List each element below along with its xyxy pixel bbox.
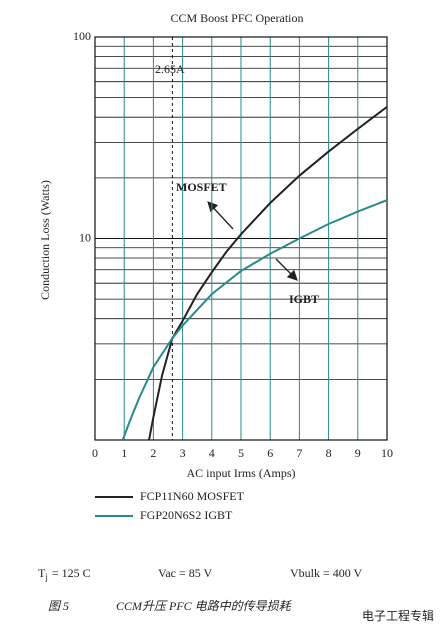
x-tick-label: 0 — [92, 446, 98, 460]
x-tick-label: 6 — [267, 446, 273, 460]
condition-tj: Tj = 125 C — [38, 566, 91, 582]
series-line — [121, 199, 388, 441]
x-tick-label: 4 — [209, 446, 215, 460]
x-tick-label: 7 — [296, 446, 302, 460]
x-tick-label: 5 — [238, 446, 244, 460]
x-tick-label: 2 — [150, 446, 156, 460]
chart-title: CCM Boost PFC Operation — [170, 11, 303, 25]
condition-vbulk: Vbulk = 400 V — [290, 566, 363, 580]
x-tick-label: 1 — [121, 446, 127, 460]
annotation: 2.65A — [155, 62, 185, 76]
legend-label: FCP11N60 MOSFET — [140, 489, 245, 503]
caption-figure: 图 5 — [48, 599, 69, 613]
y-axis-label: Conduction Loss (Watts) — [38, 180, 52, 300]
y-tick-label: 100 — [73, 29, 91, 43]
condition-vac: Vac = 85 V — [158, 566, 213, 580]
y-tick-label: 10 — [79, 230, 91, 244]
legend-label: FGP20N6S2 IGBT — [140, 508, 233, 522]
watermark: 电子工程专辑 — [362, 608, 434, 623]
x-tick-label: 3 — [180, 446, 186, 460]
plot-frame — [94, 36, 388, 441]
x-tick-label: 9 — [355, 446, 361, 460]
annotation: IGBT — [289, 292, 319, 306]
annotation-arrow — [275, 258, 298, 281]
annotation: MOSFET — [176, 180, 227, 194]
x-tick-label: 8 — [326, 446, 332, 460]
x-tick-label: 10 — [381, 446, 393, 460]
annotation-arrow — [207, 201, 234, 230]
x-axis-label: AC input Irms (Amps) — [187, 466, 296, 480]
caption-text: CCM升压 PFC 电路中的传导损耗 — [116, 599, 293, 613]
series-line — [148, 106, 388, 441]
